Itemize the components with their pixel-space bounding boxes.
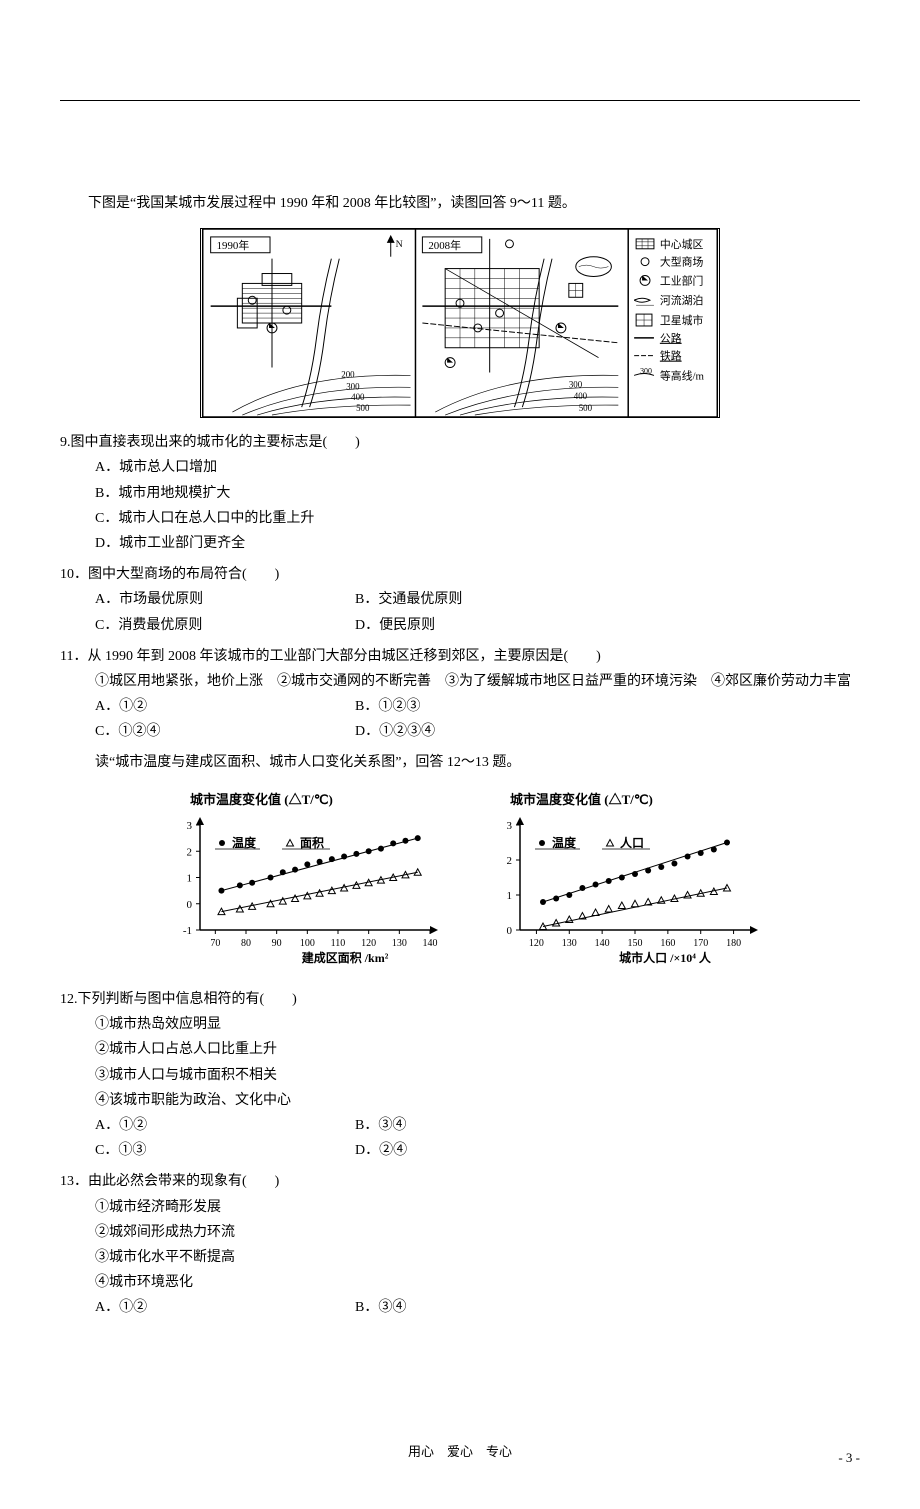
q13-option-a: A．①②: [95, 1295, 355, 1320]
svg-text:0: 0: [187, 899, 193, 911]
chart-2-box: 城市温度变化值 (△T/℃) 0 1 2 3 120 130 140 150 160 170 180…: [480, 788, 760, 975]
q13-s2: ②城郊间形成热力环流: [95, 1220, 860, 1245]
svg-text:工业部门: 工业部门: [660, 274, 704, 288]
question-11: 11．从 1990 年到 2008 年该城市的工业部门大部分由城区迁移到郊区，主…: [60, 644, 860, 745]
svg-text:3: 3: [507, 820, 513, 832]
q10-option-a: A．市场最优原则: [95, 587, 355, 612]
q12-s1: ①城市热岛效应明显: [95, 1012, 860, 1037]
svg-text:300: 300: [569, 380, 583, 390]
q11-subtext: ①城区用地紧张，地价上涨 ②城市交通网的不断完善 ③为了缓解城市地区日益严重的环…: [95, 669, 860, 694]
svg-text:140: 140: [423, 938, 438, 949]
q12-s3: ③城市人口与城市面积不相关: [95, 1063, 860, 1088]
svg-text:70: 70: [210, 938, 220, 949]
svg-text:人口: 人口: [620, 835, 644, 850]
svg-text:130: 130: [562, 938, 577, 949]
chart2-title: 城市温度变化值 (△T/℃): [480, 788, 760, 811]
svg-text:200: 200: [341, 370, 355, 380]
svg-text:温度: 温度: [552, 835, 577, 850]
svg-text:大型商场: 大型商场: [660, 255, 704, 269]
q13-s4: ④城市环境恶化: [95, 1270, 860, 1295]
svg-text:1: 1: [507, 890, 513, 902]
svg-text:卫星城市: 卫星城市: [660, 313, 704, 327]
svg-text:2: 2: [187, 846, 193, 858]
question-12: 12.下列判断与图中信息相符的有( ) ①城市热岛效应明显 ②城市人口占总人口比…: [60, 987, 860, 1163]
svg-text:400: 400: [351, 392, 365, 402]
charts-container: 城市温度变化值 (△T/℃) -101237080901001101201301…: [60, 788, 860, 975]
q10-option-d: D．便民原则: [355, 613, 615, 638]
svg-text:110: 110: [331, 938, 346, 949]
question-10: 10．图中大型商场的布局符合( ) A．市场最优原则 B．交通最优原则 C．消费…: [60, 562, 860, 638]
q10-text: 10．图中大型商场的布局符合( ): [60, 562, 860, 587]
svg-text:河流湖泊: 河流湖泊: [660, 293, 704, 307]
svg-text:180: 180: [726, 938, 741, 949]
intro-text-1: 下图是“我国某城市发展过程中 1990 年和 2008 年比较图”，读图回答 9…: [60, 191, 860, 216]
q12-s4: ④该城市职能为政治、文化中心: [95, 1088, 860, 1113]
svg-text:90: 90: [272, 938, 282, 949]
svg-text:-1: -1: [183, 925, 192, 937]
svg-text:0: 0: [507, 925, 513, 937]
q11-option-b: B．①②③: [355, 694, 615, 719]
svg-text:100: 100: [300, 938, 315, 949]
q13-text: 13．由此必然会带来的现象有( ): [60, 1169, 860, 1194]
svg-text:140: 140: [595, 938, 610, 949]
svg-text:120: 120: [361, 938, 376, 949]
svg-text:面积: 面积: [300, 835, 324, 850]
q12-option-b: B．③④: [355, 1113, 615, 1138]
page-number: - 3 -: [60, 1446, 860, 1469]
svg-text:1: 1: [187, 873, 193, 885]
q11-option-a: A．①②: [95, 694, 355, 719]
q9-option-a: A．城市总人口增加: [95, 455, 860, 480]
svg-text:150: 150: [628, 938, 643, 949]
chart1-title: 城市温度变化值 (△T/℃): [160, 788, 440, 811]
svg-text:铁路: 铁路: [660, 350, 682, 363]
question-13: 13．由此必然会带来的现象有( ) ①城市经济畸形发展 ②城郊间形成热力环流 ③…: [60, 1169, 860, 1320]
svg-text:300: 300: [346, 381, 360, 391]
q9-text: 9.图中直接表现出来的城市化的主要标志是( ): [60, 430, 860, 455]
q9-option-b: B．城市用地规模扩大: [95, 481, 860, 506]
svg-text:500: 500: [356, 403, 370, 413]
q9-option-c: C．城市人口在总人口中的比重上升: [95, 506, 860, 531]
q11-option-d: D．①②③④: [355, 719, 615, 744]
q13-option-b: B．③④: [355, 1295, 615, 1320]
q11-option-c: C．①②④: [95, 719, 355, 744]
chart-1-box: 城市温度变化值 (△T/℃) -1 0 1 2 3 70 80 90 100 110 120 130 1…: [160, 788, 440, 975]
q13-s1: ①城市经济畸形发展: [95, 1195, 860, 1220]
svg-text:160: 160: [660, 938, 675, 949]
q9-option-d: D．城市工业部门更齐全: [95, 531, 860, 556]
svg-text:80: 80: [241, 938, 251, 949]
q12-option-c: C．①③: [95, 1138, 355, 1163]
q12-option-a: A．①②: [95, 1113, 355, 1138]
year-label-1990: 1990年: [217, 238, 250, 252]
city-comparison-map: 1990年 N: [200, 228, 720, 418]
intro-text-2: 读“城市温度与建成区面积、城市人口变化关系图”，回答 12～13 题。: [95, 750, 860, 775]
map-figure-container: 1990年 N: [60, 228, 860, 418]
svg-text:城市人口 /×10⁴ 人: 城市人口 /×10⁴ 人: [619, 950, 712, 965]
svg-text:120: 120: [529, 938, 544, 949]
svg-text:2: 2: [507, 855, 513, 867]
svg-text:130: 130: [392, 938, 407, 949]
svg-text:3: 3: [187, 820, 193, 832]
year-label-2008: 2008年: [428, 238, 461, 252]
q12-s2: ②城市人口占总人口比重上升: [95, 1037, 860, 1062]
svg-text:温度: 温度: [232, 835, 257, 850]
chart-1-svg: -1 0 1 2 3 70 80 90 100 110 120 130 140 温度 面积建成区面积 /km…: [160, 815, 440, 975]
q13-s3: ③城市化水平不断提高: [95, 1245, 860, 1270]
svg-text:170: 170: [693, 938, 708, 949]
svg-text:公路: 公路: [660, 332, 682, 345]
question-9: 9.图中直接表现出来的城市化的主要标志是( ) A．城市总人口增加 B．城市用地…: [60, 430, 860, 556]
svg-text:N: N: [396, 239, 403, 250]
q12-option-d: D．②④: [355, 1138, 615, 1163]
svg-text:400: 400: [574, 391, 588, 401]
svg-text:等高线/m: 等高线/m: [660, 369, 705, 383]
q11-text: 11．从 1990 年到 2008 年该城市的工业部门大部分由城区迁移到郊区，主…: [60, 644, 860, 669]
page-top-rule: [60, 100, 860, 101]
svg-text:500: 500: [579, 403, 593, 413]
svg-text:中心城区: 中心城区: [660, 238, 704, 251]
svg-text:建成区面积 /km²: 建成区面积 /km²: [301, 950, 389, 965]
svg-text:300: 300: [640, 367, 652, 376]
q10-option-c: C．消费最优原则: [95, 613, 355, 638]
chart-2-svg: 0 1 2 3 120 130 140 150 160 170 180 温度 人口城市人口 /×10⁴ …: [480, 815, 760, 975]
q12-text: 12.下列判断与图中信息相符的有( ): [60, 987, 860, 1012]
q10-option-b: B．交通最优原则: [355, 587, 615, 612]
